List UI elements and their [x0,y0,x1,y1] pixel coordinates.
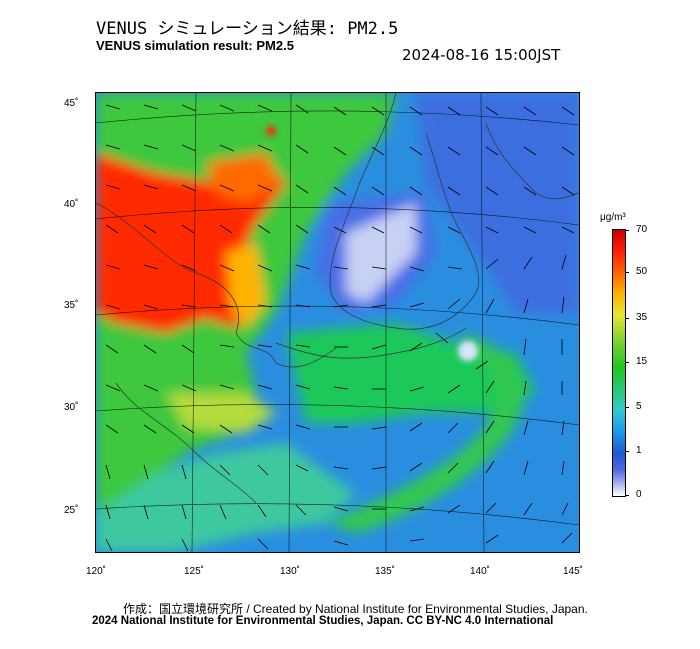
map-panel [95,92,580,553]
lon-label-125: 125˚ [184,566,205,577]
lat-label-45: 45˚ [64,98,79,109]
lon-label-145: 145˚ [563,566,584,577]
legend-label-0: 0 [636,489,642,500]
legend-label-35: 35 [636,312,648,323]
legend-label-5: 5 [636,401,642,412]
wind-arrows [105,104,575,552]
title-english: VENUS simulation result: PM2.5 [96,38,294,53]
lon-label-130: 130˚ [280,566,301,577]
legend-unit: μg/m³ [600,212,626,223]
lon-label-120: 120˚ [86,566,107,577]
coastlines [96,93,579,504]
legend-label-50: 50 [636,266,648,277]
lon-label-135: 135˚ [375,566,396,577]
title-japanese: VENUS シミュレーション結果: PM2.5 [96,19,399,39]
legend-label-1: 1 [636,445,642,456]
legend-label-15: 15 [636,356,648,367]
lon-label-140: 140˚ [470,566,491,577]
lat-label-40: 40˚ [64,199,79,210]
legend-label-70: 70 [636,224,648,235]
credit-japanese: 作成：国立環境研究所 / Created by National Institu… [123,602,588,616]
lat-label-35: 35˚ [64,300,79,311]
credit-license: 2024 National Institute for Environmenta… [92,615,554,627]
timestamp: 2024-08-16 15:00JST [402,46,561,64]
pm25-map [96,93,579,552]
lat-label-30: 30˚ [64,402,79,413]
color-scale-bar [612,229,626,497]
lat-label-25: 25˚ [64,505,79,516]
